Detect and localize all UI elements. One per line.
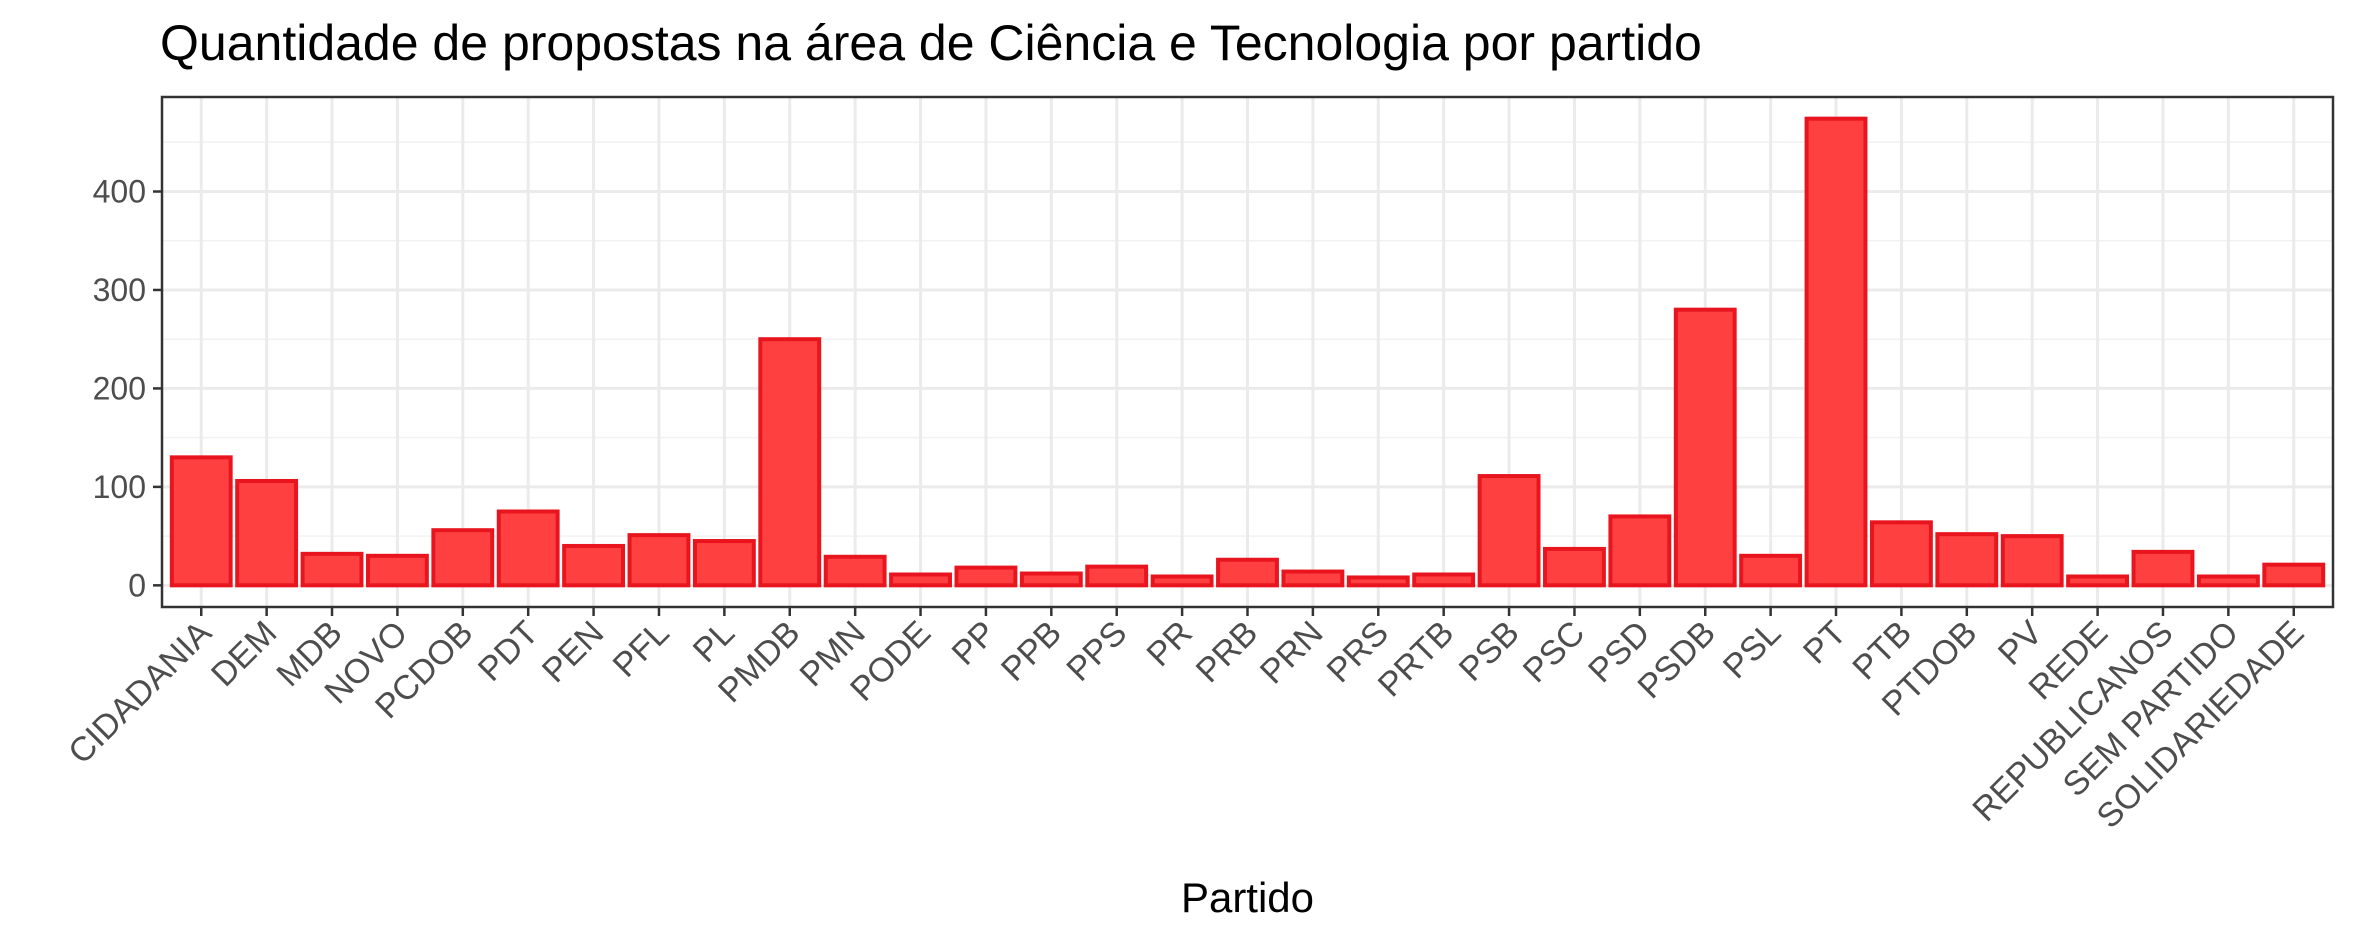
bar-sem-partido xyxy=(2196,574,2260,588)
bar-dem xyxy=(235,478,299,588)
y-axis: 0 100 200 300 400 xyxy=(93,174,162,603)
bar-psc xyxy=(1543,546,1606,588)
bar-pcdob xyxy=(431,528,495,588)
bars xyxy=(169,116,2326,588)
y-tick-label: 100 xyxy=(93,469,146,505)
bar-pl xyxy=(692,539,756,588)
x-tick-label: CIDADANIA xyxy=(61,614,219,772)
x-tick-label: PSL xyxy=(1716,614,1788,686)
bar-ptb xyxy=(1869,520,1933,588)
bar-pfl xyxy=(627,533,691,588)
bar-ptdob xyxy=(1935,532,1999,588)
x-tick-label: PSB xyxy=(1452,614,1527,689)
bar-solidariedade xyxy=(2262,562,2326,588)
x-axis-title: Partido xyxy=(1181,874,1314,921)
y-tick-label: 400 xyxy=(93,174,146,210)
bar-pv xyxy=(2000,534,2064,588)
x-tick-label: PFL xyxy=(606,614,677,685)
bar-pt xyxy=(1804,116,1868,588)
bar-prn xyxy=(1281,569,1345,588)
bar-ppb xyxy=(1019,571,1083,588)
bar-rede xyxy=(2066,574,2130,588)
bar-cidadania xyxy=(169,455,233,588)
bar-prtb xyxy=(1412,572,1476,588)
x-tick-label: PT xyxy=(1796,614,1854,672)
bar-mdb xyxy=(300,551,364,588)
x-tick-label: DEM xyxy=(204,614,284,694)
bar-novo xyxy=(365,553,429,588)
x-tick-label: PRN xyxy=(1253,614,1331,692)
x-tick-label: PRB xyxy=(1189,614,1265,690)
bar-pr xyxy=(1150,574,1214,588)
x-tick-label: PDT xyxy=(471,614,546,689)
bar-psd xyxy=(1608,514,1672,588)
x-tick-label: PEN xyxy=(535,614,611,690)
bar-psl xyxy=(1739,553,1803,588)
x-tick-label: PSC xyxy=(1516,614,1592,690)
y-tick-label: 200 xyxy=(93,370,146,406)
bar-pode xyxy=(889,572,952,588)
bar-psdb xyxy=(1673,307,1737,588)
bar-pdt xyxy=(496,509,560,588)
chart-title: Quantidade de propostas na área de Ciênc… xyxy=(160,15,1702,71)
bar-pen xyxy=(562,543,626,588)
x-tick-label: PPB xyxy=(994,614,1069,689)
x-tick-label: PPS xyxy=(1059,614,1134,689)
bar-prb xyxy=(1216,557,1279,588)
bar-psb xyxy=(1477,474,1541,588)
bar-pps xyxy=(1085,564,1149,588)
bar-republicanos xyxy=(2131,549,2195,588)
y-tick-label: 300 xyxy=(93,272,146,308)
bar-pmn xyxy=(823,554,887,588)
y-tick-label: 0 xyxy=(128,567,146,603)
bar-pp xyxy=(954,565,1018,588)
bar-prs xyxy=(1346,575,1410,588)
bar-pmdb xyxy=(758,337,822,588)
x-tick-label: PRTB xyxy=(1371,614,1462,705)
